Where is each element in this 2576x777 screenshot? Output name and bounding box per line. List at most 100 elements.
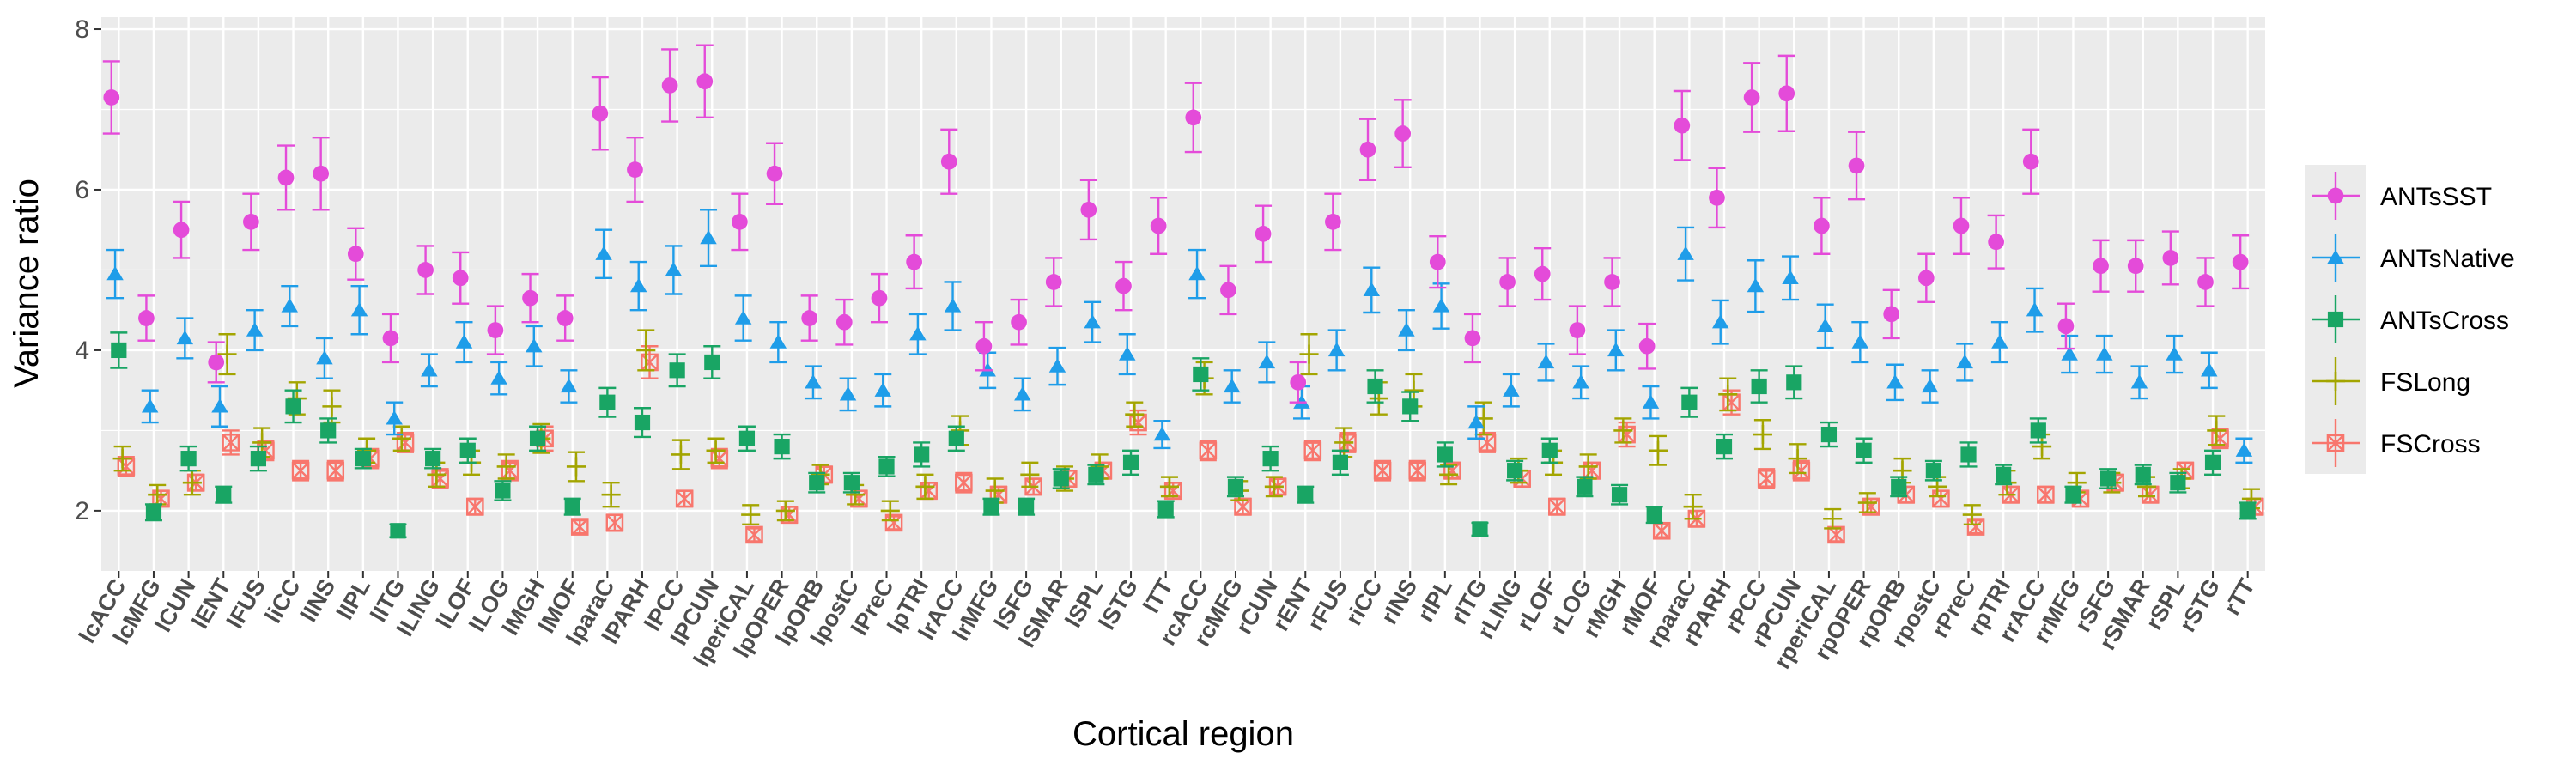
marker-square (1262, 451, 1279, 467)
marker-plus (496, 457, 516, 477)
marker-plus (1020, 464, 1040, 484)
marker-circle (2057, 318, 2075, 335)
marker-square (2135, 466, 2151, 483)
marker-circle (487, 322, 504, 338)
marker-triangle (1188, 265, 1206, 281)
y-tick-label: 4 (75, 337, 89, 365)
marker-triangle (2327, 249, 2344, 264)
marker-circle (1674, 117, 1691, 134)
marker-box-x (1374, 462, 1392, 480)
marker-square (599, 394, 616, 410)
marker-square (216, 487, 232, 503)
marker-circle (1778, 85, 1795, 102)
marker-circle (382, 330, 399, 347)
marker-square (529, 430, 546, 446)
marker-circle (627, 161, 643, 178)
marker-plus (775, 501, 795, 520)
marker-circle (1883, 306, 1900, 323)
y-axis: 2 4 6 8 (75, 15, 101, 525)
marker-square (1751, 378, 1767, 395)
marker-box-x (885, 513, 902, 531)
marker-triangle (1223, 378, 1241, 393)
marker-circle (103, 89, 120, 106)
marker-square (1646, 507, 1662, 523)
marker-plus (1264, 477, 1284, 496)
marker-triangle (1956, 354, 1973, 369)
marker-circle (1743, 89, 1760, 106)
marker-plus (1857, 493, 1877, 513)
y-axis-title: Variance ratio (8, 179, 46, 388)
legend-label: FSLong (2380, 368, 2470, 397)
marker-plus (1439, 464, 1459, 484)
marker-triangle (1363, 282, 1381, 296)
marker-square (1332, 454, 1349, 470)
marker-square (983, 499, 999, 515)
marker-plus (1578, 457, 1598, 477)
marker-box (1163, 482, 1182, 500)
y-tick-label: 6 (75, 176, 89, 204)
marker-plus (1299, 344, 1319, 364)
marker-triangle (1467, 414, 1485, 429)
marker-circle (1988, 234, 2004, 251)
marker-box (1548, 497, 1566, 516)
marker-box-x (1967, 518, 1984, 536)
marker-box (222, 434, 240, 452)
marker-plus (1753, 425, 1772, 445)
marker-plus (671, 445, 690, 464)
marker-box (1408, 461, 1427, 480)
marker-square (390, 523, 406, 539)
marker-plus (112, 449, 132, 469)
marker-square (1367, 378, 1383, 395)
series-ANTsNative (106, 209, 2253, 464)
marker-box (1234, 497, 1252, 516)
marker-box-x (1303, 441, 1321, 459)
marker-triangle (2235, 442, 2253, 457)
marker-triangle (665, 262, 683, 276)
marker-square (704, 354, 720, 371)
marker-square (1716, 439, 1733, 455)
marker-box-x (710, 450, 728, 468)
legend-label: ANTsNative (2380, 245, 2515, 273)
marker-triangle (734, 310, 752, 325)
marker-box (955, 473, 973, 492)
marker-triangle (1432, 298, 1450, 313)
marker-box (1303, 441, 1322, 460)
marker-square (355, 451, 371, 467)
marker-box (2037, 485, 2055, 504)
marker-triangle (839, 386, 857, 401)
marker-box-x (1234, 498, 1252, 516)
marker-circle (313, 165, 330, 182)
marker-plus (2032, 437, 2052, 457)
marker-circle (522, 289, 538, 307)
marker-plus (392, 428, 411, 448)
x-axis-title: Cortical region (1072, 715, 1294, 753)
marker-box-x (1653, 522, 1671, 540)
y-tick-label: 2 (75, 497, 89, 525)
marker-plus (1823, 509, 1843, 529)
marker-plus (915, 477, 935, 496)
marker-square (1507, 463, 1523, 479)
marker-circle (1429, 253, 1446, 270)
marker-square (809, 475, 825, 491)
marker-square (1193, 366, 1209, 383)
marker-triangle (211, 398, 228, 413)
marker-square (2204, 454, 2221, 470)
marker-square (948, 430, 964, 446)
series-ANTsSST (102, 44, 2250, 404)
legend-item-FSLong: FSLong (2305, 350, 2470, 412)
marker-box (1827, 525, 1845, 544)
marker-box-x (745, 525, 763, 543)
marker-square (1402, 398, 1419, 415)
marker-box (1966, 518, 1985, 536)
marker-square (878, 458, 895, 475)
marker-plus (2207, 421, 2227, 440)
marker-plus (1718, 385, 1738, 404)
marker-circle (871, 289, 888, 307)
marker-square (320, 422, 337, 439)
marker-triangle (1119, 346, 1136, 361)
marker-square (1820, 426, 1838, 443)
marker-box (884, 513, 903, 532)
marker-triangle (1258, 354, 1276, 369)
marker-box-x (920, 482, 938, 500)
marker-circle (592, 105, 609, 122)
